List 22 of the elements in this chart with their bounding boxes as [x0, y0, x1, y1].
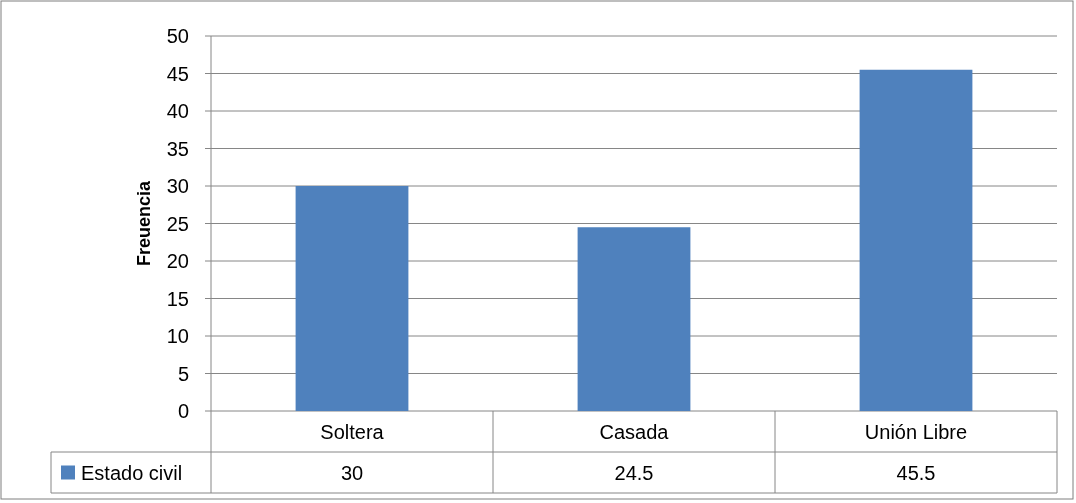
x-tick-label: Soltera	[320, 420, 385, 443]
y-tick-label: 25	[166, 212, 189, 235]
y-tick-label: 35	[166, 137, 189, 160]
y-tick-label: 50	[166, 25, 189, 47]
bar	[295, 186, 409, 411]
y-tick-label: 10	[166, 325, 189, 347]
y-tick-label: 5	[177, 362, 189, 385]
y-tick-label: 15	[166, 287, 189, 310]
y-tick-label: 20	[166, 250, 189, 272]
x-tick-label: Unión Libre	[864, 420, 968, 443]
y-tick-label: 45	[166, 62, 189, 85]
y-tick-label: 30	[166, 175, 189, 197]
data-label: 24.5	[614, 461, 654, 484]
data-label: 45.5	[896, 461, 936, 484]
bar	[859, 69, 973, 411]
y-tick-label: 40	[166, 100, 189, 122]
y-axis-title: Freuencia	[134, 180, 154, 267]
y-tick-label: 0	[177, 400, 189, 422]
legend-label: Estado civil	[81, 461, 183, 484]
x-tick-label: Casada	[599, 420, 670, 443]
data-label: 30	[340, 461, 364, 484]
bar	[577, 227, 691, 411]
